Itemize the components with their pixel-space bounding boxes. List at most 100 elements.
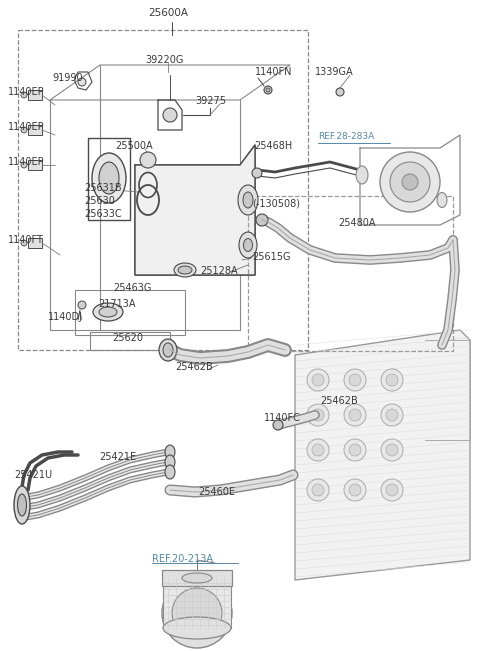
Ellipse shape bbox=[165, 465, 175, 479]
Ellipse shape bbox=[163, 617, 231, 639]
Bar bbox=[28, 238, 42, 248]
Bar bbox=[90, 332, 170, 350]
Ellipse shape bbox=[243, 192, 253, 208]
Ellipse shape bbox=[437, 193, 447, 208]
Text: 39220G: 39220G bbox=[145, 55, 183, 65]
Bar bbox=[18, 30, 308, 350]
Bar bbox=[28, 125, 42, 135]
Bar bbox=[162, 570, 232, 586]
Text: 1140FC: 1140FC bbox=[264, 413, 301, 423]
Circle shape bbox=[266, 88, 270, 92]
Circle shape bbox=[344, 479, 366, 501]
Text: 25468H: 25468H bbox=[254, 141, 292, 151]
Text: 25463G: 25463G bbox=[113, 283, 151, 293]
Text: 1140FT: 1140FT bbox=[8, 235, 44, 245]
Text: 25460E: 25460E bbox=[198, 487, 235, 497]
Circle shape bbox=[78, 78, 86, 86]
Text: 91990: 91990 bbox=[52, 73, 83, 83]
Text: 21713A: 21713A bbox=[98, 299, 135, 309]
Ellipse shape bbox=[99, 307, 117, 317]
Circle shape bbox=[307, 404, 329, 426]
Circle shape bbox=[381, 404, 403, 426]
Ellipse shape bbox=[99, 162, 119, 194]
Circle shape bbox=[21, 162, 27, 168]
Circle shape bbox=[312, 409, 324, 421]
Bar bbox=[248, 196, 453, 351]
Circle shape bbox=[344, 369, 366, 391]
Text: 1140EP: 1140EP bbox=[8, 122, 45, 132]
Circle shape bbox=[21, 240, 27, 246]
Circle shape bbox=[307, 369, 329, 391]
Circle shape bbox=[381, 479, 403, 501]
Circle shape bbox=[386, 484, 398, 496]
Ellipse shape bbox=[178, 266, 192, 274]
Text: 25421E: 25421E bbox=[99, 452, 136, 462]
Text: 25421U: 25421U bbox=[14, 470, 52, 480]
Text: 1140FN: 1140FN bbox=[255, 67, 292, 77]
Text: 25630: 25630 bbox=[84, 196, 115, 206]
Circle shape bbox=[140, 152, 156, 168]
Circle shape bbox=[344, 439, 366, 461]
Circle shape bbox=[390, 162, 430, 202]
Circle shape bbox=[312, 484, 324, 496]
Ellipse shape bbox=[238, 185, 258, 215]
Text: (-130508): (-130508) bbox=[252, 198, 300, 208]
Circle shape bbox=[163, 108, 177, 122]
Circle shape bbox=[252, 168, 262, 178]
Text: 25633C: 25633C bbox=[84, 209, 121, 219]
Circle shape bbox=[349, 409, 361, 421]
Circle shape bbox=[386, 409, 398, 421]
Text: 1140DJ: 1140DJ bbox=[48, 312, 83, 322]
Circle shape bbox=[307, 479, 329, 501]
Circle shape bbox=[381, 439, 403, 461]
Ellipse shape bbox=[239, 232, 257, 258]
Bar bbox=[28, 160, 42, 170]
Text: REF.20-213A: REF.20-213A bbox=[152, 554, 213, 564]
Bar bbox=[28, 90, 42, 100]
Circle shape bbox=[256, 214, 268, 226]
Circle shape bbox=[380, 152, 440, 212]
Ellipse shape bbox=[243, 238, 252, 251]
Circle shape bbox=[21, 92, 27, 98]
Circle shape bbox=[386, 444, 398, 456]
Text: 1140EP: 1140EP bbox=[8, 87, 45, 97]
Circle shape bbox=[264, 86, 272, 94]
Text: 25631B: 25631B bbox=[84, 183, 121, 193]
Ellipse shape bbox=[182, 573, 212, 583]
Bar bbox=[163, 578, 231, 628]
Circle shape bbox=[78, 301, 86, 309]
Text: 1339GA: 1339GA bbox=[315, 67, 354, 77]
Polygon shape bbox=[135, 145, 255, 275]
Ellipse shape bbox=[159, 339, 177, 361]
Circle shape bbox=[381, 369, 403, 391]
Circle shape bbox=[312, 374, 324, 386]
Text: 1140EP: 1140EP bbox=[8, 157, 45, 167]
Circle shape bbox=[349, 374, 361, 386]
Text: 25128A: 25128A bbox=[200, 266, 238, 276]
Ellipse shape bbox=[93, 303, 123, 321]
Circle shape bbox=[172, 588, 222, 638]
Circle shape bbox=[349, 484, 361, 496]
Circle shape bbox=[273, 420, 283, 430]
Text: 25615G: 25615G bbox=[252, 252, 290, 262]
Text: REF.28-283A: REF.28-283A bbox=[318, 132, 374, 141]
Text: 39275: 39275 bbox=[195, 96, 226, 106]
Circle shape bbox=[386, 374, 398, 386]
Text: 25480A: 25480A bbox=[338, 218, 375, 228]
Polygon shape bbox=[295, 330, 470, 580]
Circle shape bbox=[402, 174, 418, 190]
Bar bbox=[75, 290, 185, 335]
Ellipse shape bbox=[163, 343, 173, 357]
Circle shape bbox=[307, 439, 329, 461]
Circle shape bbox=[336, 88, 344, 96]
Ellipse shape bbox=[17, 494, 26, 516]
Circle shape bbox=[344, 404, 366, 426]
Ellipse shape bbox=[356, 166, 368, 184]
Text: 25600A: 25600A bbox=[148, 8, 188, 18]
Circle shape bbox=[21, 127, 27, 133]
Ellipse shape bbox=[14, 486, 30, 524]
Circle shape bbox=[162, 578, 232, 648]
Text: 25500A: 25500A bbox=[115, 141, 153, 151]
Circle shape bbox=[312, 444, 324, 456]
Text: 25620: 25620 bbox=[112, 333, 143, 343]
